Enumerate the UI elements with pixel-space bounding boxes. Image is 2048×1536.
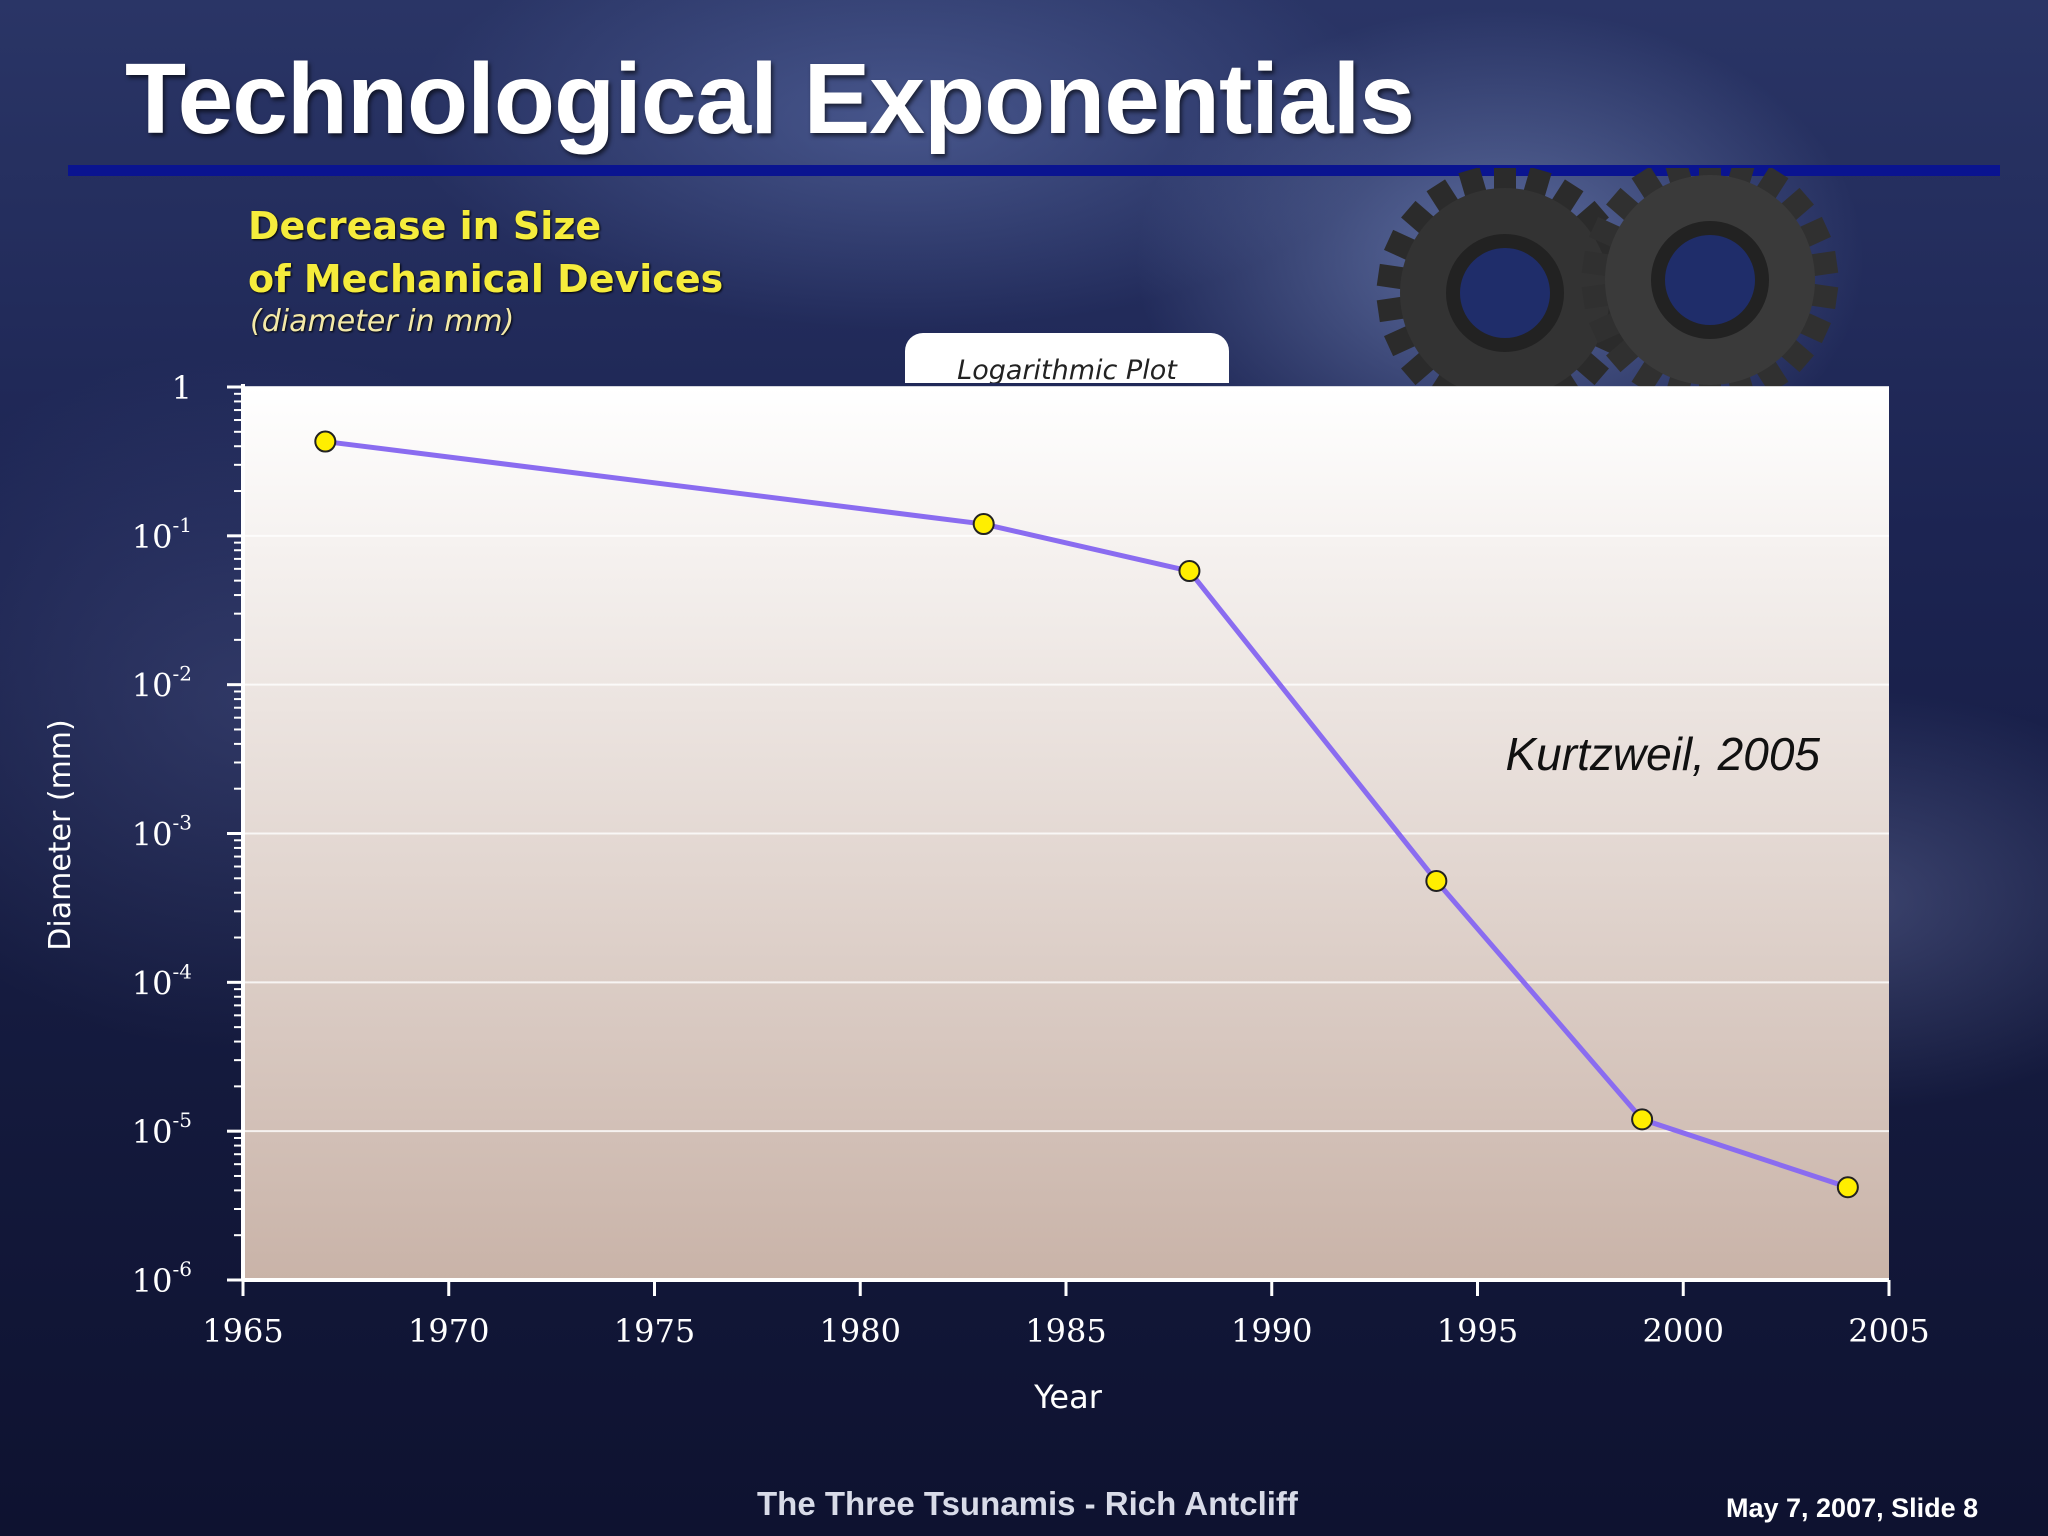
data-point	[1836, 1176, 1859, 1199]
x-tick-label: 1970	[408, 1312, 489, 1350]
x-tick-label: 2000	[1643, 1312, 1724, 1350]
y-tick-label: 10-3	[132, 811, 192, 854]
gears-icon	[1376, 168, 1839, 393]
y-tick-label: 10-1	[132, 513, 192, 556]
chart-subheading: (diameter in mm)	[250, 304, 515, 339]
data-point	[1178, 560, 1201, 583]
x-tick-label: 1990	[1231, 1312, 1312, 1350]
data-point	[1425, 869, 1448, 892]
slide-title: Technological Exponentials	[125, 43, 1415, 155]
chart-heading: Decrease in Size of Mechanical Devices	[248, 200, 723, 306]
series-line	[324, 439, 1849, 1190]
footer-presentation-title: The Three Tsunamis - Rich Antcliff	[757, 1485, 1298, 1522]
y-tick-label: 1	[172, 369, 192, 407]
data-point	[314, 430, 337, 453]
x-tick-label: 1995	[1437, 1312, 1518, 1350]
y-tick-label: 10-2	[132, 662, 192, 705]
x-tick-label: 1965	[202, 1312, 283, 1350]
x-tick-label: 1975	[614, 1312, 695, 1350]
footer-date-slide: May 7, 2007, Slide 8	[1726, 1493, 1979, 1523]
y-tick-label: 10-6	[132, 1257, 192, 1300]
chart-heading-line2: of Mechanical Devices	[248, 257, 724, 301]
x-tick-label: 1980	[820, 1312, 901, 1350]
y-tick-label: 10-4	[132, 959, 192, 1002]
title-divider	[68, 165, 2000, 176]
y-axis-label: Diameter (mm)	[43, 719, 78, 950]
data-point	[972, 513, 995, 536]
chart-heading-line1: Decrease in Size	[248, 204, 602, 248]
x-tick-label: 2005	[1848, 1312, 1929, 1350]
chart-annotation: Kurtzweil, 2005	[1506, 728, 1821, 780]
data-point	[1631, 1108, 1654, 1131]
y-tick-label: 10-5	[132, 1108, 192, 1151]
x-axis-label: Year	[1033, 1378, 1103, 1416]
plot-type-tab: Logarithmic Plot	[905, 333, 1229, 383]
x-tick-label: 1985	[1025, 1312, 1106, 1350]
